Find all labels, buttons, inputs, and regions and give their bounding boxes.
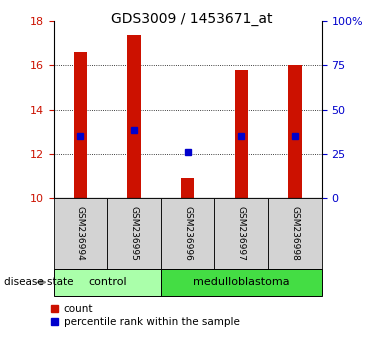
Bar	[288, 65, 301, 198]
Text: medulloblastoma: medulloblastoma	[193, 277, 290, 287]
Text: GSM236995: GSM236995	[129, 206, 139, 261]
Text: GSM236997: GSM236997	[237, 206, 246, 261]
Bar	[161, 198, 214, 269]
Bar	[161, 269, 322, 296]
Bar	[127, 35, 141, 198]
Bar	[268, 198, 322, 269]
Text: GSM236996: GSM236996	[183, 206, 192, 261]
Bar	[107, 198, 161, 269]
Legend: count, percentile rank within the sample: count, percentile rank within the sample	[51, 304, 239, 327]
Text: GSM236994: GSM236994	[76, 206, 85, 261]
Bar	[214, 198, 268, 269]
Bar	[181, 178, 195, 198]
Bar	[234, 70, 248, 198]
Text: control: control	[88, 277, 126, 287]
Bar	[74, 52, 87, 198]
Text: GDS3009 / 1453671_at: GDS3009 / 1453671_at	[111, 12, 272, 27]
Text: disease state: disease state	[4, 277, 73, 287]
Text: GSM236998: GSM236998	[290, 206, 300, 261]
Bar	[54, 198, 107, 269]
Bar	[54, 269, 161, 296]
